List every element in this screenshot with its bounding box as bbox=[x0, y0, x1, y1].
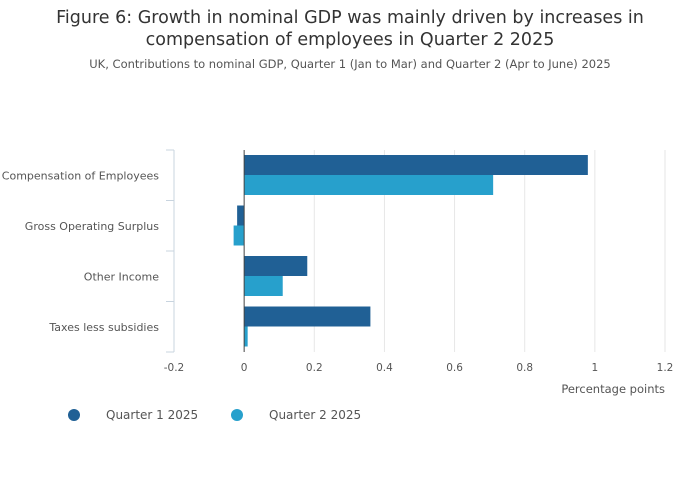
chart-subtitle: UK, Contributions to nominal GDP, Quarte… bbox=[89, 57, 611, 71]
x-tick-label-4: 0.6 bbox=[446, 362, 463, 374]
x-tick-label-3: 0.4 bbox=[376, 362, 393, 374]
bar-2-0 bbox=[244, 175, 494, 195]
bar-1-3 bbox=[244, 306, 371, 327]
x-tick-label-0: -0.2 bbox=[164, 362, 185, 374]
category-label-1: Gross Operating Surplus bbox=[25, 220, 159, 233]
bar-2-1 bbox=[233, 225, 245, 246]
category-label-3: Taxes less subsidies bbox=[48, 321, 159, 334]
x-tick-label-1: 0 bbox=[241, 362, 248, 374]
bar-2-3 bbox=[244, 326, 248, 347]
legend-label-quarter-2: Quarter 2 2025 bbox=[269, 408, 362, 422]
legend-swatch-quarter-1 bbox=[68, 409, 80, 421]
x-tick-label-6: 1 bbox=[592, 362, 599, 374]
legend-item-quarter-1[interactable]: Quarter 1 2025 bbox=[68, 408, 198, 422]
category-label-0: Compensation of Employees bbox=[2, 169, 159, 182]
category-label-2: Other Income bbox=[84, 270, 159, 283]
legend-item-quarter-2[interactable]: Quarter 2 2025 bbox=[231, 408, 361, 422]
chart-title: Figure 6: Growth in nominal GDP was main… bbox=[56, 8, 644, 50]
bar-1-1 bbox=[237, 205, 245, 226]
x-tick-label-2: 0.2 bbox=[306, 362, 323, 374]
bar-1-2 bbox=[244, 256, 308, 276]
legend-label-quarter-1: Quarter 1 2025 bbox=[106, 408, 199, 422]
x-axis-label: Percentage points bbox=[561, 382, 665, 396]
x-tick-label-5: 0.8 bbox=[516, 362, 533, 374]
legend-swatch-quarter-2 bbox=[231, 409, 243, 421]
bar-1-0 bbox=[244, 155, 588, 175]
x-tick-label-7: 1.2 bbox=[657, 362, 674, 374]
bar-2-2 bbox=[244, 276, 283, 296]
